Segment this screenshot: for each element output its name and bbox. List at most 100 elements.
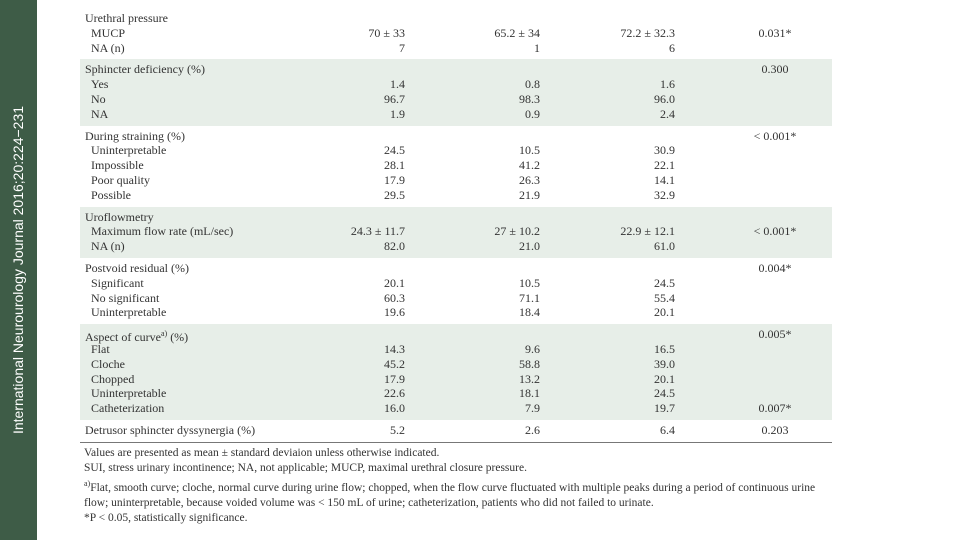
cell-value: 22.6 [384,386,405,401]
cell-value: 22.9 ± 12.1 [620,224,675,239]
cell-value: 60.3 [384,290,405,305]
cell-value: 61.0 [654,239,675,254]
cell-value: 45.2 [384,356,405,371]
table-section: Detrusor sphincter dyssynergia (%) 5.2 2.6… [80,420,832,442]
cell-value: 19.6 [384,305,405,320]
row-label: Detrusor sphincter dyssynergia (%) [85,422,256,437]
cell-value: 7 [399,40,405,55]
cell-value: 14.3 [384,341,405,356]
row-label: Postvoid residual (%) [85,260,189,275]
table-rule [80,441,832,443]
table-row: Sphincter deficiency (%) 0.300 [80,62,832,77]
footnotes: Values are presented as mean ± standard … [84,446,832,526]
row-label: Yes [91,77,109,92]
cell-value: 16.5 [654,341,675,356]
cell-value: 0.9 [525,106,540,121]
cell-value: 39.0 [654,356,675,371]
label-tail: (%) [167,330,189,345]
cell-value: 2.6 [525,422,540,437]
table-row: No 96.7 98.3 96.0 [80,92,832,107]
cell-value: 17.9 [384,371,405,386]
p-value: 0.203 [761,422,789,437]
table-row: Poor quality 17.9 26.3 14.1 [80,173,832,188]
cell-value: 1 [534,40,540,55]
table-row: NA 1.9 0.9 2.4 [80,107,832,122]
table-row: NA (n) 7 1 6 [80,41,832,56]
row-label: Uninterpretable [91,305,167,320]
table-section: Sphincter deficiency (%) 0.300 Yes 1.4 0.8 1.… [80,59,832,126]
cell-value: 58.8 [519,356,540,371]
table-section: Urethral pressure MUCP 70 ± 33 65.2 ± 34 72.… [80,8,832,59]
table-section: Postvoid residual (%) 0.004* Significant 20… [80,258,832,324]
cell-value: 32.9 [654,187,675,202]
table-row: Possible 29.5 21.9 32.9 [80,188,832,203]
row-label: Uninterpretable [91,386,167,401]
footnote-text: *P < 0.05, statistically significance. [84,511,248,524]
footnote: Values are presented as mean ± standard … [84,446,832,461]
journal-name: International Neurourology Journal 2016;… [10,105,26,435]
row-label: NA (n) [91,40,125,55]
table-row: Aspect of curvea) (%) 0.005* [80,327,832,345]
table-row: Cloche 45.2 58.8 39.0 [80,357,832,372]
cell-value: 71.1 [519,290,540,305]
p-value: < 0.001* [753,128,797,143]
cell-value: 27 ± 10.2 [494,224,540,239]
table-section: Aspect of curvea) (%) 0.005* Flat 14.3 9.6 16… [80,324,832,420]
footnote-text: Flat, smooth curve; cloche, normal curve… [84,481,816,509]
table-row: Chopped 17.9 13.2 20.1 [80,372,832,387]
row-label: Flat [91,341,110,356]
cell-value: 21.9 [519,187,540,202]
cell-value: 18.1 [519,386,540,401]
row-label: No [91,91,106,106]
cell-value: 82.0 [384,239,405,254]
cell-value: 98.3 [519,91,540,106]
cell-value: 20.1 [654,371,675,386]
table-row: NA (n) 82.0 21.0 61.0 [80,239,832,254]
cell-value: 1.6 [660,77,675,92]
footnote: SUI, stress urinary incontinence; NA, no… [84,461,832,476]
cell-value: 13.2 [519,371,540,386]
p-value: 0.031* [758,25,792,40]
row-label: NA (n) [91,239,125,254]
table-row: No significant 60.3 71.1 55.4 [80,291,832,306]
cell-value: 24.3 ± 11.7 [350,224,405,239]
row-label: Possible [91,187,132,202]
footnote: a)Flat, smooth curve; cloche, normal cur… [84,476,832,511]
p-value: 0.005* [758,327,792,342]
cell-value: 24.5 [384,143,405,158]
table-row: MUCP 70 ± 33 65.2 ± 34 72.2 ± 32.3 0.031* [80,26,832,41]
cell-value: 2.4 [660,106,675,121]
row-label: No significant [91,290,160,305]
cell-value: 30.9 [654,143,675,158]
cell-value: 6.4 [660,422,675,437]
cell-value: 21.0 [519,239,540,254]
cell-value: 18.4 [519,305,540,320]
cell-value: 29.5 [384,187,405,202]
table-row: Significant 20.1 10.5 24.5 [80,276,832,291]
row-label: Aspect of curvea) (%) [85,329,189,345]
table-row: Uninterpretable 24.5 10.5 30.9 [80,143,832,158]
footnote-text: SUI, stress urinary incontinence; NA, no… [84,462,527,474]
row-label: Chopped [91,371,135,386]
cell-value: 24.5 [654,386,675,401]
table: Urethral pressure MUCP 70 ± 33 65.2 ± 34 72.… [80,8,832,443]
cell-value: 17.9 [384,172,405,187]
table-row: Yes 1.4 0.8 1.6 [80,77,832,92]
p-value: 0.300 [761,62,789,77]
row-label: During straining (%) [85,128,185,143]
row-label: Impossible [91,158,144,173]
row-label: Maximum flow rate (mL/sec) [91,224,234,239]
row-label: Uroflowmetry [85,209,154,224]
p-value: < 0.001* [753,224,797,239]
cell-value: 6 [669,40,675,55]
p-value: 0.007* [758,401,792,416]
table-row: Uninterpretable 19.6 18.4 20.1 [80,305,832,320]
table-row: Flat 14.3 9.6 16.5 [80,342,832,357]
table-row: Uroflowmetry [80,210,832,225]
cell-value: 1.9 [390,106,405,121]
footnote-text: Values are presented as mean ± standard … [84,447,440,459]
footnote: *P < 0.05, statistically significance. [84,511,832,526]
row-label: Urethral pressure [85,11,168,25]
cell-value: 24.5 [654,275,675,290]
